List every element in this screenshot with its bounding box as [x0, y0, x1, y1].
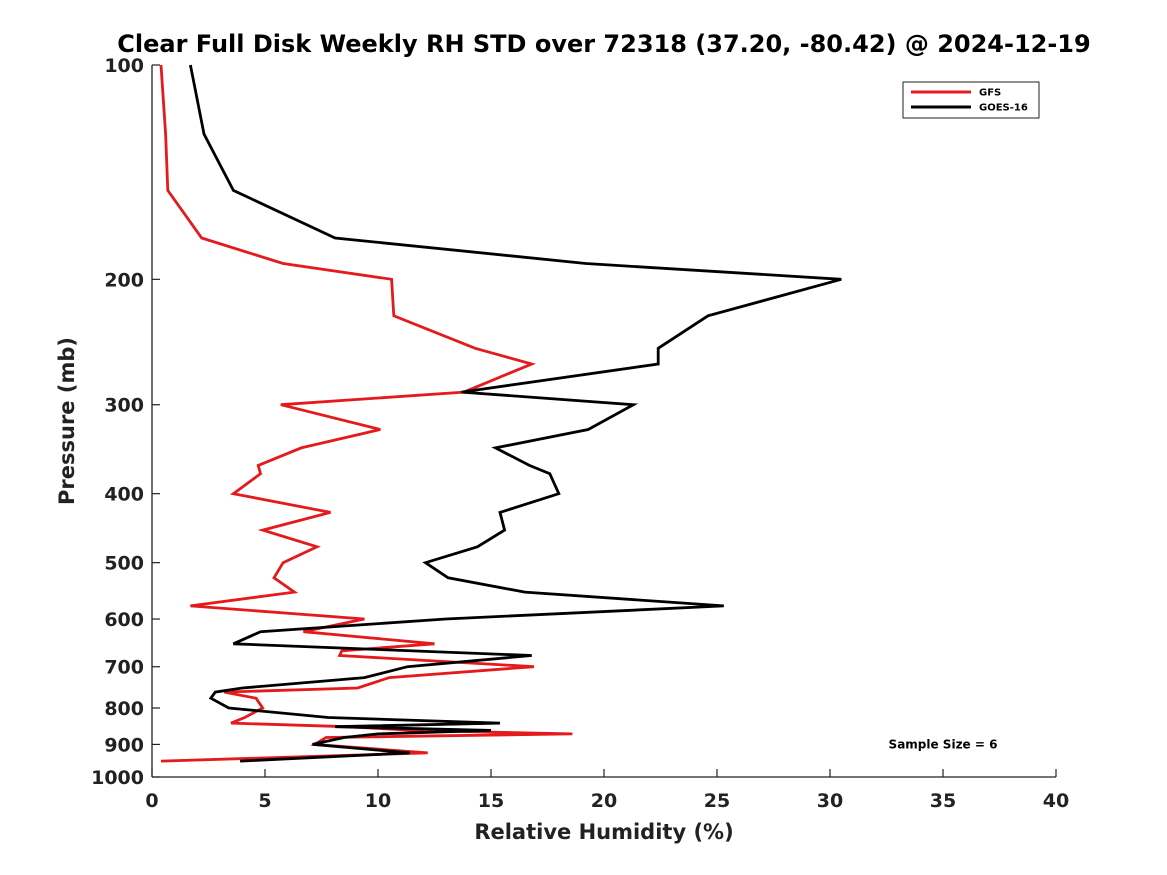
legend-label-goes-16: GOES-16 [979, 103, 1028, 114]
legend-box [902, 81, 1040, 119]
axes: 0 5 10 15 20 25 30 35 40 100 200 300 400 500 600 700 800… [91, 55, 1069, 812]
y-tick-label: 500 [104, 553, 144, 575]
y-tick-label: 100 [104, 55, 144, 77]
legend: GFS GOES-16 [902, 81, 1040, 119]
x-tick-label: 30 [817, 790, 843, 812]
y-tick-label: 700 [104, 657, 144, 679]
series-line-goes-16 [189, 64, 842, 763]
legend-label-gfs: GFS [979, 88, 1001, 99]
x-tick-label: 35 [930, 790, 956, 812]
y-tick-label: 600 [104, 609, 144, 631]
x-axis-label: Relative Humidity (%) [474, 820, 733, 844]
y-tick-label: 400 [104, 484, 144, 506]
chart-title: Clear Full Disk Weekly RH STD over 72318… [117, 30, 1090, 58]
y-tick-label: 900 [104, 734, 144, 756]
x-tick-label: 0 [145, 790, 158, 812]
y-tick-label: 300 [104, 395, 144, 417]
x-tick-label: 40 [1043, 790, 1069, 812]
y-axis-label: Pressure (mb) [55, 337, 79, 505]
y-tick-label: 200 [104, 269, 144, 291]
plot-area [159, 64, 842, 763]
y-tick-label: 800 [104, 698, 144, 720]
x-tick-label: 15 [478, 790, 504, 812]
series-line-gfs [159, 64, 573, 763]
y-tick-label: 1000 [91, 767, 144, 789]
x-tick-label: 20 [591, 790, 617, 812]
x-tick-label: 5 [258, 790, 271, 812]
x-tick-label: 25 [704, 790, 730, 812]
x-tick-label: 10 [365, 790, 391, 812]
sample-size-annotation: Sample Size = 6 [889, 737, 998, 751]
